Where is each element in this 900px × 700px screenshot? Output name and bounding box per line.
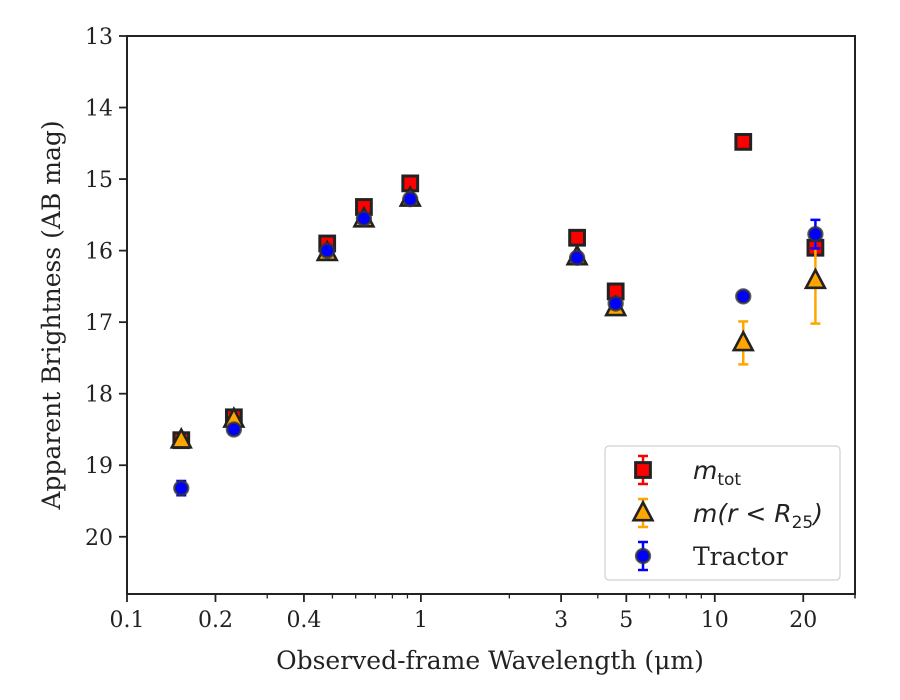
data-point-s1-p0 (169, 426, 193, 449)
series-1 (169, 185, 828, 449)
x-tick-label-5: 5 (619, 608, 633, 633)
data-point-s2-p2 (319, 242, 336, 259)
data-point-s2-p3 (355, 210, 373, 227)
x-tick-label-1: 0.2 (198, 608, 233, 633)
y-tick-label-5: 18 (85, 383, 113, 408)
x-tick-label-2: 0.4 (286, 608, 321, 633)
legend-box (604, 445, 841, 581)
data-point-s1-p8 (803, 267, 828, 290)
y-axis-label: Apparent Brightness (AB mag) (37, 120, 66, 510)
legend: mtot m(r < R25) Tractor (604, 445, 841, 581)
y-tick-label-3: 16 (85, 240, 113, 265)
series-0 (172, 132, 825, 450)
legend-marker-1 (631, 499, 655, 522)
data-point-s2-p0 (173, 479, 190, 497)
series-2 (173, 190, 824, 497)
x-tick-label-6: 10 (701, 608, 729, 633)
legend-marker-2 (634, 547, 652, 565)
data-point-s2-p7 (735, 288, 752, 305)
x-tick-label-3: 1 (414, 608, 428, 633)
legend-marker-0 (634, 461, 652, 479)
y-tick-label-6: 19 (85, 454, 113, 479)
x-axis-label: Observed-frame Wavelength (μm) (276, 646, 704, 675)
plot-frame (126, 35, 856, 595)
y-tick-label-4: 17 (85, 311, 113, 336)
legend-label-1: m(r < R25) (693, 499, 823, 533)
x-tick-label-0: 0.1 (110, 608, 145, 633)
legend-label-0: mtot (693, 456, 741, 490)
data-point-s1-p7 (731, 329, 755, 352)
data-point-s2-p1 (225, 421, 243, 438)
data-point-s0-p5 (568, 228, 586, 247)
x-tick-label-4: 3 (554, 608, 568, 633)
legend-label-2: Tractor (693, 542, 788, 571)
y-tick-label-1: 14 (85, 97, 113, 122)
y-tick-label-2: 15 (85, 168, 113, 193)
data-point-s2-p4 (402, 190, 419, 208)
plot-area (169, 132, 828, 497)
data-point-s2-p5 (568, 249, 586, 266)
x-tick-label-7: 20 (789, 608, 817, 633)
data-point-s0-p7 (734, 132, 753, 151)
data-point-s2-p6 (607, 295, 624, 312)
y-tick-label-7: 20 (85, 526, 113, 551)
data-point-s2-p8 (807, 226, 824, 243)
y-tick-label-0: 13 (85, 25, 113, 50)
